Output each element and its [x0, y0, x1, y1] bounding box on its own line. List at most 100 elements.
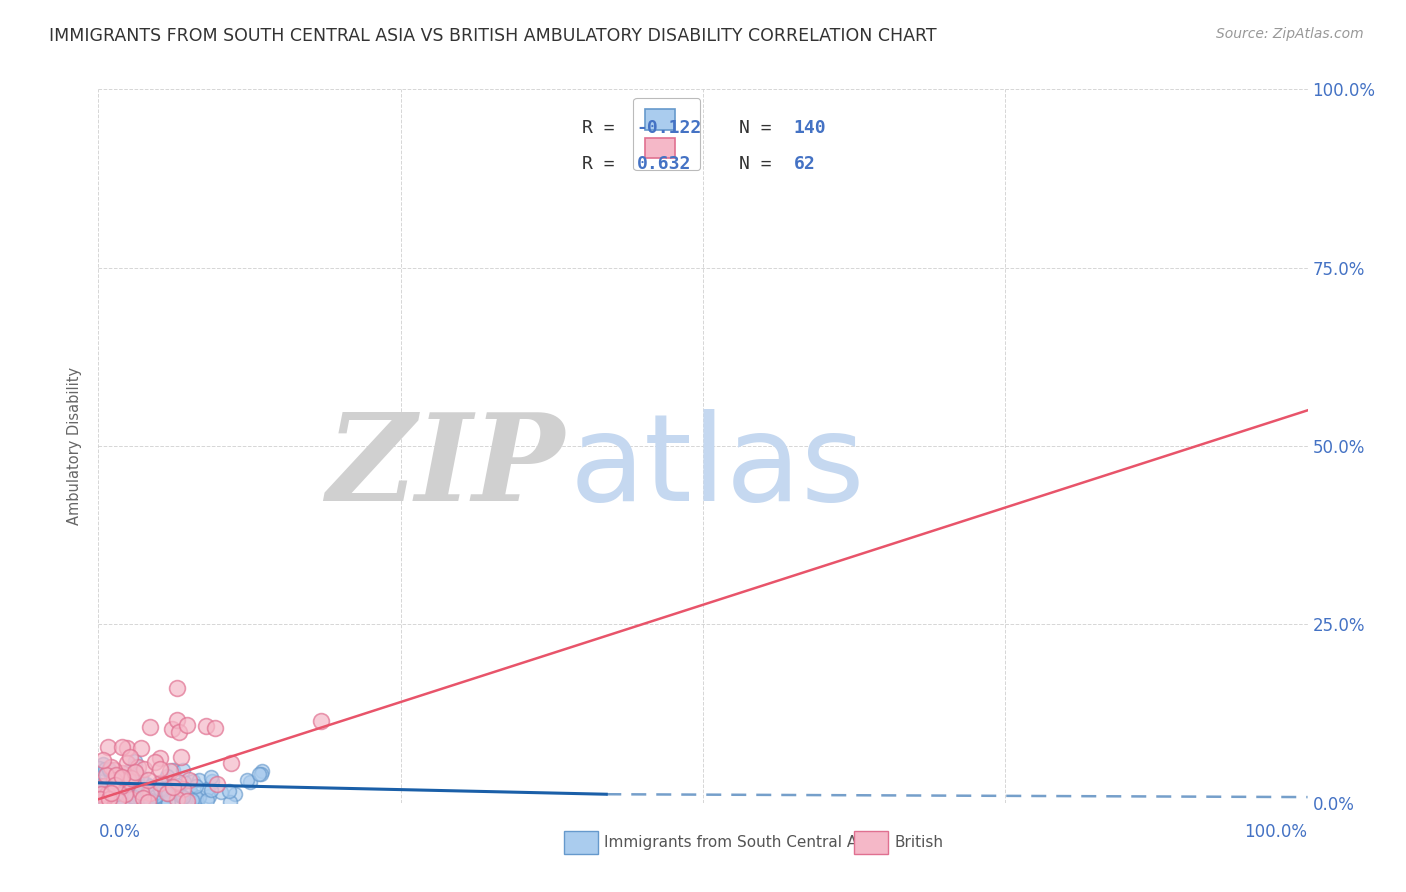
Point: [117, 764, 139, 778]
Point: [188, 789, 211, 804]
Point: [98, 794, 121, 808]
Text: N =: N =: [740, 120, 783, 137]
Point: [115, 756, 138, 771]
Point: [120, 767, 142, 781]
Point: [139, 793, 162, 807]
Point: [162, 763, 184, 777]
Point: [200, 770, 222, 784]
Point: [183, 789, 205, 803]
Point: [108, 788, 131, 802]
Point: [89, 762, 111, 776]
Point: [94, 793, 117, 807]
Point: [96, 787, 118, 801]
Point: [250, 766, 273, 780]
Point: [101, 794, 124, 808]
Point: [172, 763, 194, 777]
Point: [159, 764, 181, 778]
Text: IMMIGRANTS FROM SOUTH CENTRAL ASIA VS BRITISH AMBULATORY DISABILITY CORRELATION : IMMIGRANTS FROM SOUTH CENTRAL ASIA VS BR…: [49, 27, 936, 45]
Point: [115, 789, 138, 804]
Point: [218, 795, 240, 809]
Point: [94, 763, 117, 777]
Point: [97, 762, 120, 776]
Point: [138, 789, 160, 803]
Point: [124, 764, 146, 779]
Point: [134, 794, 156, 808]
Point: [101, 767, 124, 781]
Point: [157, 787, 180, 801]
Point: [181, 793, 204, 807]
Point: [127, 760, 149, 774]
Point: [103, 764, 125, 778]
Point: [91, 757, 114, 772]
Point: [115, 741, 138, 756]
Point: [149, 775, 172, 789]
Point: [176, 718, 198, 732]
Point: [172, 790, 194, 805]
Text: 62: 62: [793, 155, 815, 173]
Point: [149, 762, 172, 776]
Point: [149, 777, 172, 791]
Point: [98, 787, 121, 801]
Point: [96, 782, 118, 797]
Point: [150, 796, 173, 810]
Point: [110, 789, 132, 804]
Point: [205, 777, 228, 791]
Point: [104, 780, 127, 794]
Point: [120, 778, 142, 792]
Point: [162, 780, 184, 794]
Point: [91, 785, 114, 799]
Point: [104, 787, 127, 801]
Point: [239, 775, 262, 789]
Point: [176, 794, 198, 808]
Point: [309, 714, 332, 728]
Point: [104, 789, 127, 803]
Point: [183, 773, 205, 788]
Text: Immigrants from South Central Asia: Immigrants from South Central Asia: [603, 835, 879, 850]
Point: [117, 784, 139, 798]
Text: N =: N =: [740, 155, 783, 173]
Point: [105, 787, 128, 801]
Point: [105, 767, 128, 781]
Point: [96, 796, 118, 810]
Point: [142, 790, 165, 805]
Y-axis label: Ambulatory Disability: Ambulatory Disability: [67, 367, 83, 525]
Point: [149, 781, 172, 796]
Point: [143, 756, 166, 770]
Point: [114, 773, 136, 788]
Point: [118, 789, 141, 804]
Point: [224, 787, 246, 801]
Point: [194, 719, 217, 733]
FancyBboxPatch shape: [564, 831, 598, 855]
Text: -0.122: -0.122: [637, 120, 702, 137]
Point: [135, 777, 157, 791]
Point: [183, 795, 205, 809]
Point: [129, 741, 152, 756]
Point: [122, 787, 145, 801]
Point: [120, 792, 142, 806]
Point: [89, 782, 111, 797]
Point: [127, 774, 149, 789]
Point: [97, 781, 120, 796]
Point: [93, 779, 115, 793]
Point: [201, 773, 224, 788]
Point: [149, 785, 172, 799]
Point: [132, 790, 155, 805]
Point: [110, 739, 132, 754]
Point: [90, 787, 112, 801]
Text: Source: ZipAtlas.com: Source: ZipAtlas.com: [1216, 27, 1364, 41]
Point: [89, 792, 111, 806]
Point: [172, 781, 194, 796]
Point: [100, 772, 122, 786]
Point: [104, 777, 127, 791]
Text: ZIP: ZIP: [326, 409, 564, 526]
FancyBboxPatch shape: [855, 831, 889, 855]
Point: [112, 794, 135, 808]
Point: [91, 753, 114, 767]
Point: [97, 763, 120, 777]
Point: [149, 751, 172, 765]
Point: [136, 773, 159, 788]
Point: [89, 778, 111, 792]
Point: [104, 768, 127, 782]
Point: [124, 759, 146, 773]
Point: [219, 756, 242, 771]
